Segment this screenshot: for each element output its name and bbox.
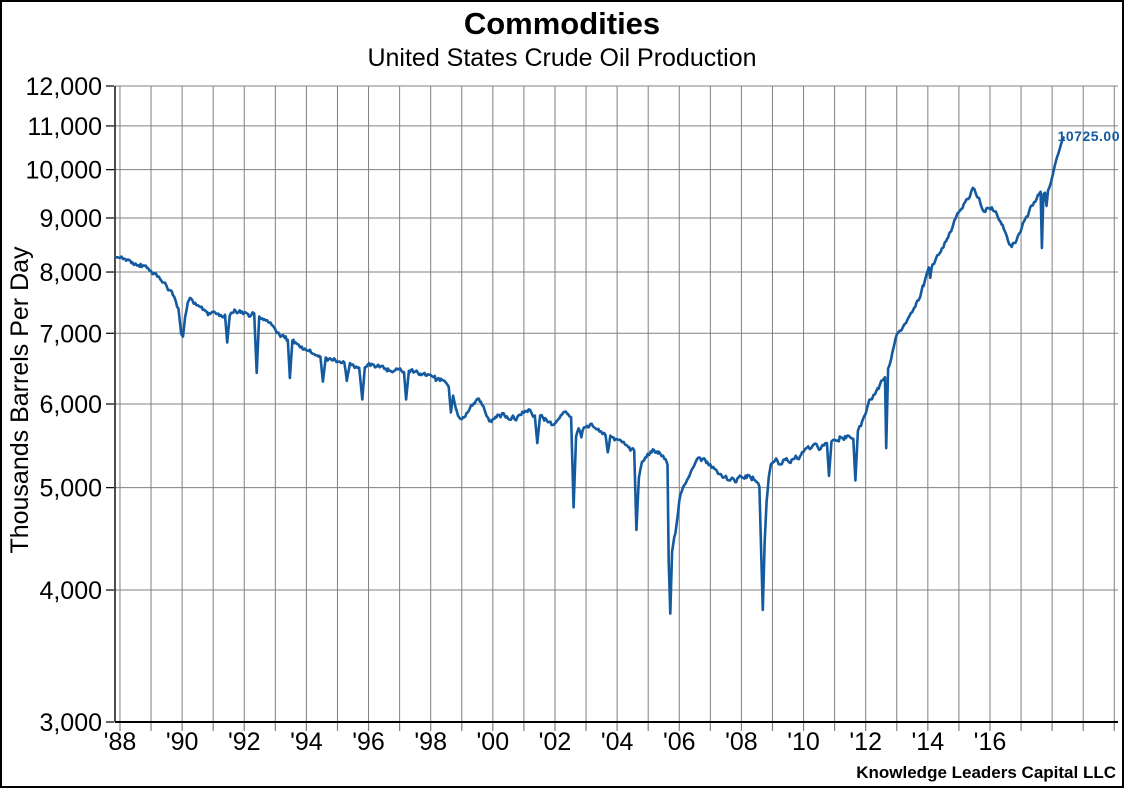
- y-axis-tick-label: 10,000: [26, 157, 102, 185]
- last-value-label: 10725.00: [1057, 127, 1120, 144]
- y-axis-tick-label: 12,000: [26, 73, 102, 101]
- y-axis-tick-label: 7,000: [39, 320, 102, 348]
- x-axis-tick-label: '06: [663, 728, 696, 756]
- x-axis-tick-label: '08: [725, 728, 758, 756]
- x-axis-tick-label: '04: [601, 728, 634, 756]
- x-axis-tick-label: '10: [787, 728, 820, 756]
- x-axis-tick-label: '92: [228, 728, 261, 756]
- x-axis-tick-label: '98: [414, 728, 447, 756]
- y-axis-tick-label: 6,000: [39, 391, 102, 419]
- y-axis-tick-label: 4,000: [39, 577, 102, 605]
- y-axis-tick-label: 3,000: [39, 709, 102, 737]
- chart-title: Commodities: [463, 6, 661, 41]
- x-axis-tick-label: '96: [352, 728, 385, 756]
- x-axis-tick-label: '14: [912, 728, 945, 756]
- production-line: [114, 136, 1065, 615]
- x-axis-tick-label: '90: [166, 728, 199, 756]
- x-axis-tick-label: '16: [974, 728, 1007, 756]
- y-axis-tick-label: 5,000: [39, 475, 102, 503]
- x-axis-tick-label: '02: [539, 728, 572, 756]
- y-axis-tick-label: 8,000: [39, 259, 102, 287]
- x-axis-tick-label: '12: [849, 728, 882, 756]
- x-axis-tick-label: '88: [104, 728, 137, 756]
- y-axis-tick-label: 11,000: [27, 113, 102, 141]
- chart-subtitle: United States Crude Oil Production: [367, 44, 757, 72]
- x-axis-tick-label: '94: [290, 728, 323, 756]
- source-attribution: Knowledge Leaders Capital LLC: [856, 763, 1116, 782]
- y-axis-tick-label: 9,000: [39, 205, 102, 233]
- x-axis-tick-label: '00: [477, 728, 510, 756]
